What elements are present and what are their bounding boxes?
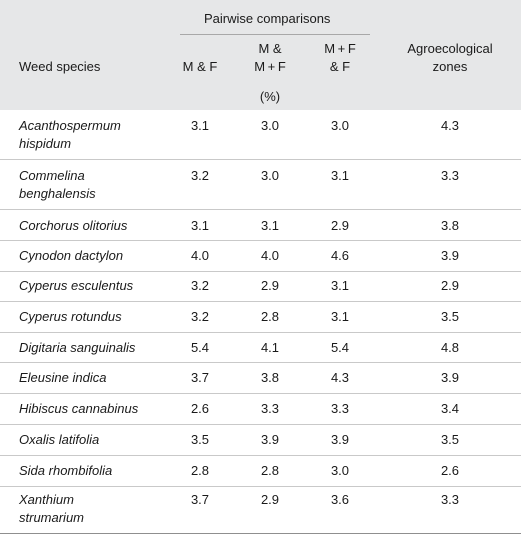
row-divider [0, 332, 521, 333]
row-divider [0, 240, 521, 241]
value-m-mf: 3.3 [260, 401, 280, 416]
value-agro: 3.3 [440, 168, 460, 183]
species-name: Cyperus esculentus [19, 278, 134, 293]
value-m-f: 3.1 [190, 118, 210, 133]
value-agro: 3.8 [440, 218, 460, 233]
row-divider [0, 362, 521, 363]
value-m-mf: 3.0 [260, 168, 280, 183]
value-agro: 3.9 [440, 248, 460, 263]
col-m-f-header: M & F [182, 59, 218, 74]
value-agro: 4.3 [440, 118, 460, 133]
value-agro: 3.3 [440, 492, 460, 507]
value-m-f: 2.8 [190, 463, 210, 478]
value-m-mf: 3.0 [260, 118, 280, 133]
col-m-mf-header-line1: M & [258, 41, 282, 56]
row-divider [0, 393, 521, 394]
row-divider [0, 455, 521, 456]
value-agro: 3.4 [440, 401, 460, 416]
value-m-f: 3.2 [190, 309, 210, 324]
row-divider [0, 301, 521, 302]
value-m-f: 3.2 [190, 168, 210, 183]
value-mf-f: 3.6 [330, 492, 350, 507]
table-header [0, 0, 521, 110]
value-m-f: 3.5 [190, 432, 210, 447]
value-agro: 3.5 [440, 309, 460, 324]
col-mf-f-header-line2: & F [329, 59, 351, 74]
value-mf-f: 5.4 [330, 340, 350, 355]
value-agro: 3.9 [440, 370, 460, 385]
species-name: Xanthium strumarium [19, 492, 85, 525]
value-m-mf: 4.0 [260, 248, 280, 263]
species-name: Sida rhombifolia [19, 463, 113, 478]
species-name: Hibiscus cannabinus [19, 401, 139, 416]
value-m-mf: 3.1 [260, 218, 280, 233]
row-divider [0, 209, 521, 210]
value-m-mf: 2.9 [260, 492, 280, 507]
row-divider [0, 424, 521, 425]
row-divider [0, 271, 521, 272]
row-divider [0, 159, 521, 160]
row-divider [0, 486, 521, 487]
col-mf-f-header-line1: M + F [324, 41, 356, 56]
value-m-mf: 3.8 [260, 370, 280, 385]
value-m-f: 5.4 [190, 340, 210, 355]
pairwise-divider [180, 34, 370, 35]
value-m-f: 2.6 [190, 401, 210, 416]
value-mf-f: 3.1 [330, 278, 350, 293]
value-m-f: 3.7 [190, 370, 210, 385]
value-m-mf: 2.8 [260, 309, 280, 324]
species-name: Cynodon dactylon [19, 248, 124, 263]
value-mf-f: 3.0 [330, 118, 350, 133]
value-mf-f: 4.6 [330, 248, 350, 263]
value-m-f: 3.1 [190, 218, 210, 233]
value-mf-f: 3.9 [330, 432, 350, 447]
value-m-mf: 2.9 [260, 278, 280, 293]
value-mf-f: 4.3 [330, 370, 350, 385]
value-agro: 2.9 [440, 278, 460, 293]
species-name: Digitaria sanguinalis [19, 340, 136, 355]
value-m-f: 4.0 [190, 248, 210, 263]
agroecological-header-line2: zones [432, 59, 468, 74]
table-bottom-rule [0, 533, 521, 534]
weed-species-header: Weed species [19, 59, 101, 74]
agroecological-header-line1: Agroecological [407, 41, 493, 56]
pairwise-comparisons-header: Pairwise comparisons [204, 11, 331, 26]
value-m-mf: 2.8 [260, 463, 280, 478]
value-m-mf: 4.1 [260, 340, 280, 355]
species-name: Eleusine indica [19, 370, 107, 385]
species-name: Commelina benghalensis [19, 168, 96, 201]
value-mf-f: 3.1 [330, 168, 350, 183]
value-m-f: 3.7 [190, 492, 210, 507]
value-mf-f: 3.3 [330, 401, 350, 416]
value-mf-f: 2.9 [330, 218, 350, 233]
value-mf-f: 3.0 [330, 463, 350, 478]
species-name: Corchorus olitorius [19, 218, 128, 233]
value-agro: 2.6 [440, 463, 460, 478]
species-name: Cyperus rotundus [19, 309, 122, 324]
col-m-mf-header-line2: M + F [254, 59, 286, 74]
species-name: Oxalis latifolia [19, 432, 100, 447]
unit-label: (%) [259, 89, 281, 104]
value-mf-f: 3.1 [330, 309, 350, 324]
species-name: Acanthospermum hispidum [19, 118, 121, 151]
value-agro: 3.5 [440, 432, 460, 447]
value-m-f: 3.2 [190, 278, 210, 293]
value-m-mf: 3.9 [260, 432, 280, 447]
value-agro: 4.8 [440, 340, 460, 355]
